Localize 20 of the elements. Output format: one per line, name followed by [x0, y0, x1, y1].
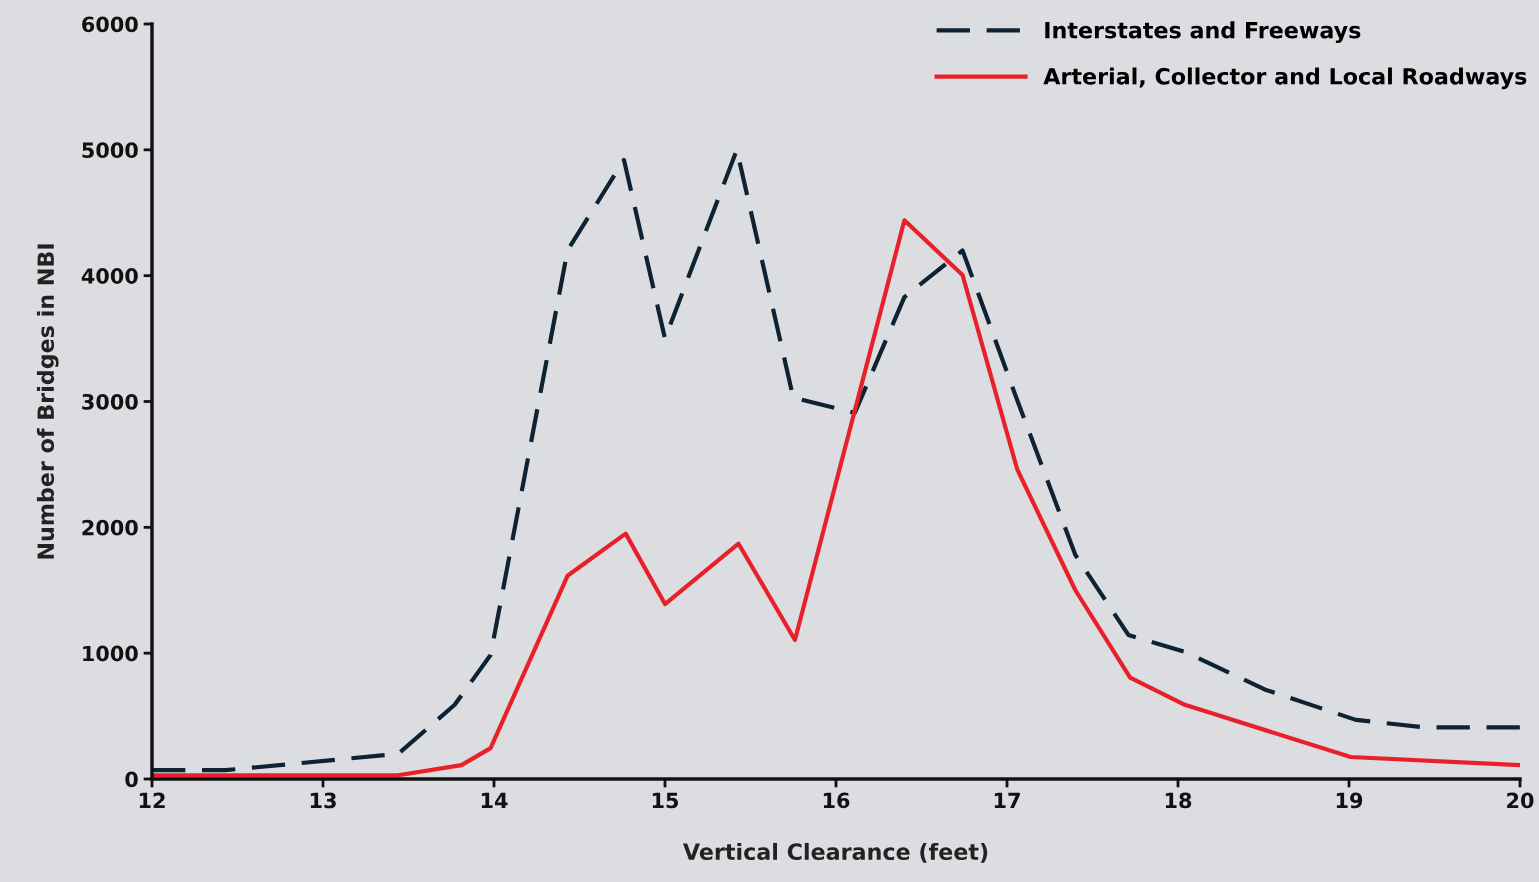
x-axis-title: Vertical Clearance (feet)	[682, 842, 988, 863]
x-tick-label: 17	[994, 792, 1020, 809]
x-tick-label: 14	[481, 792, 508, 809]
y-tick-label: 4000	[81, 268, 138, 284]
legend-label: Interstates and Freeways	[1045, 21, 1361, 44]
x-tick-label: 12	[139, 792, 165, 809]
y-tick-label: 0	[125, 771, 138, 788]
y-tick-label: 2000	[82, 519, 138, 536]
x-tick-label: 15	[652, 792, 679, 809]
x-tick-label: 13	[310, 792, 336, 809]
y-axis-title: Number of Bridges in NBI	[36, 244, 59, 559]
y-tick-label: 5000	[82, 142, 138, 159]
y-tick-label: 1000	[83, 645, 138, 662]
x-tick-label: 19	[1336, 792, 1363, 809]
y-tick-label: 6000	[82, 16, 138, 33]
y-tick-label: 3000	[82, 393, 138, 410]
x-tick-label: 20	[1507, 792, 1534, 809]
x-tick-label: 18	[1165, 792, 1192, 809]
x-tick-label: 16	[823, 792, 850, 809]
legend-label: Arterial, Collector and Local Roadways	[1043, 67, 1527, 90]
